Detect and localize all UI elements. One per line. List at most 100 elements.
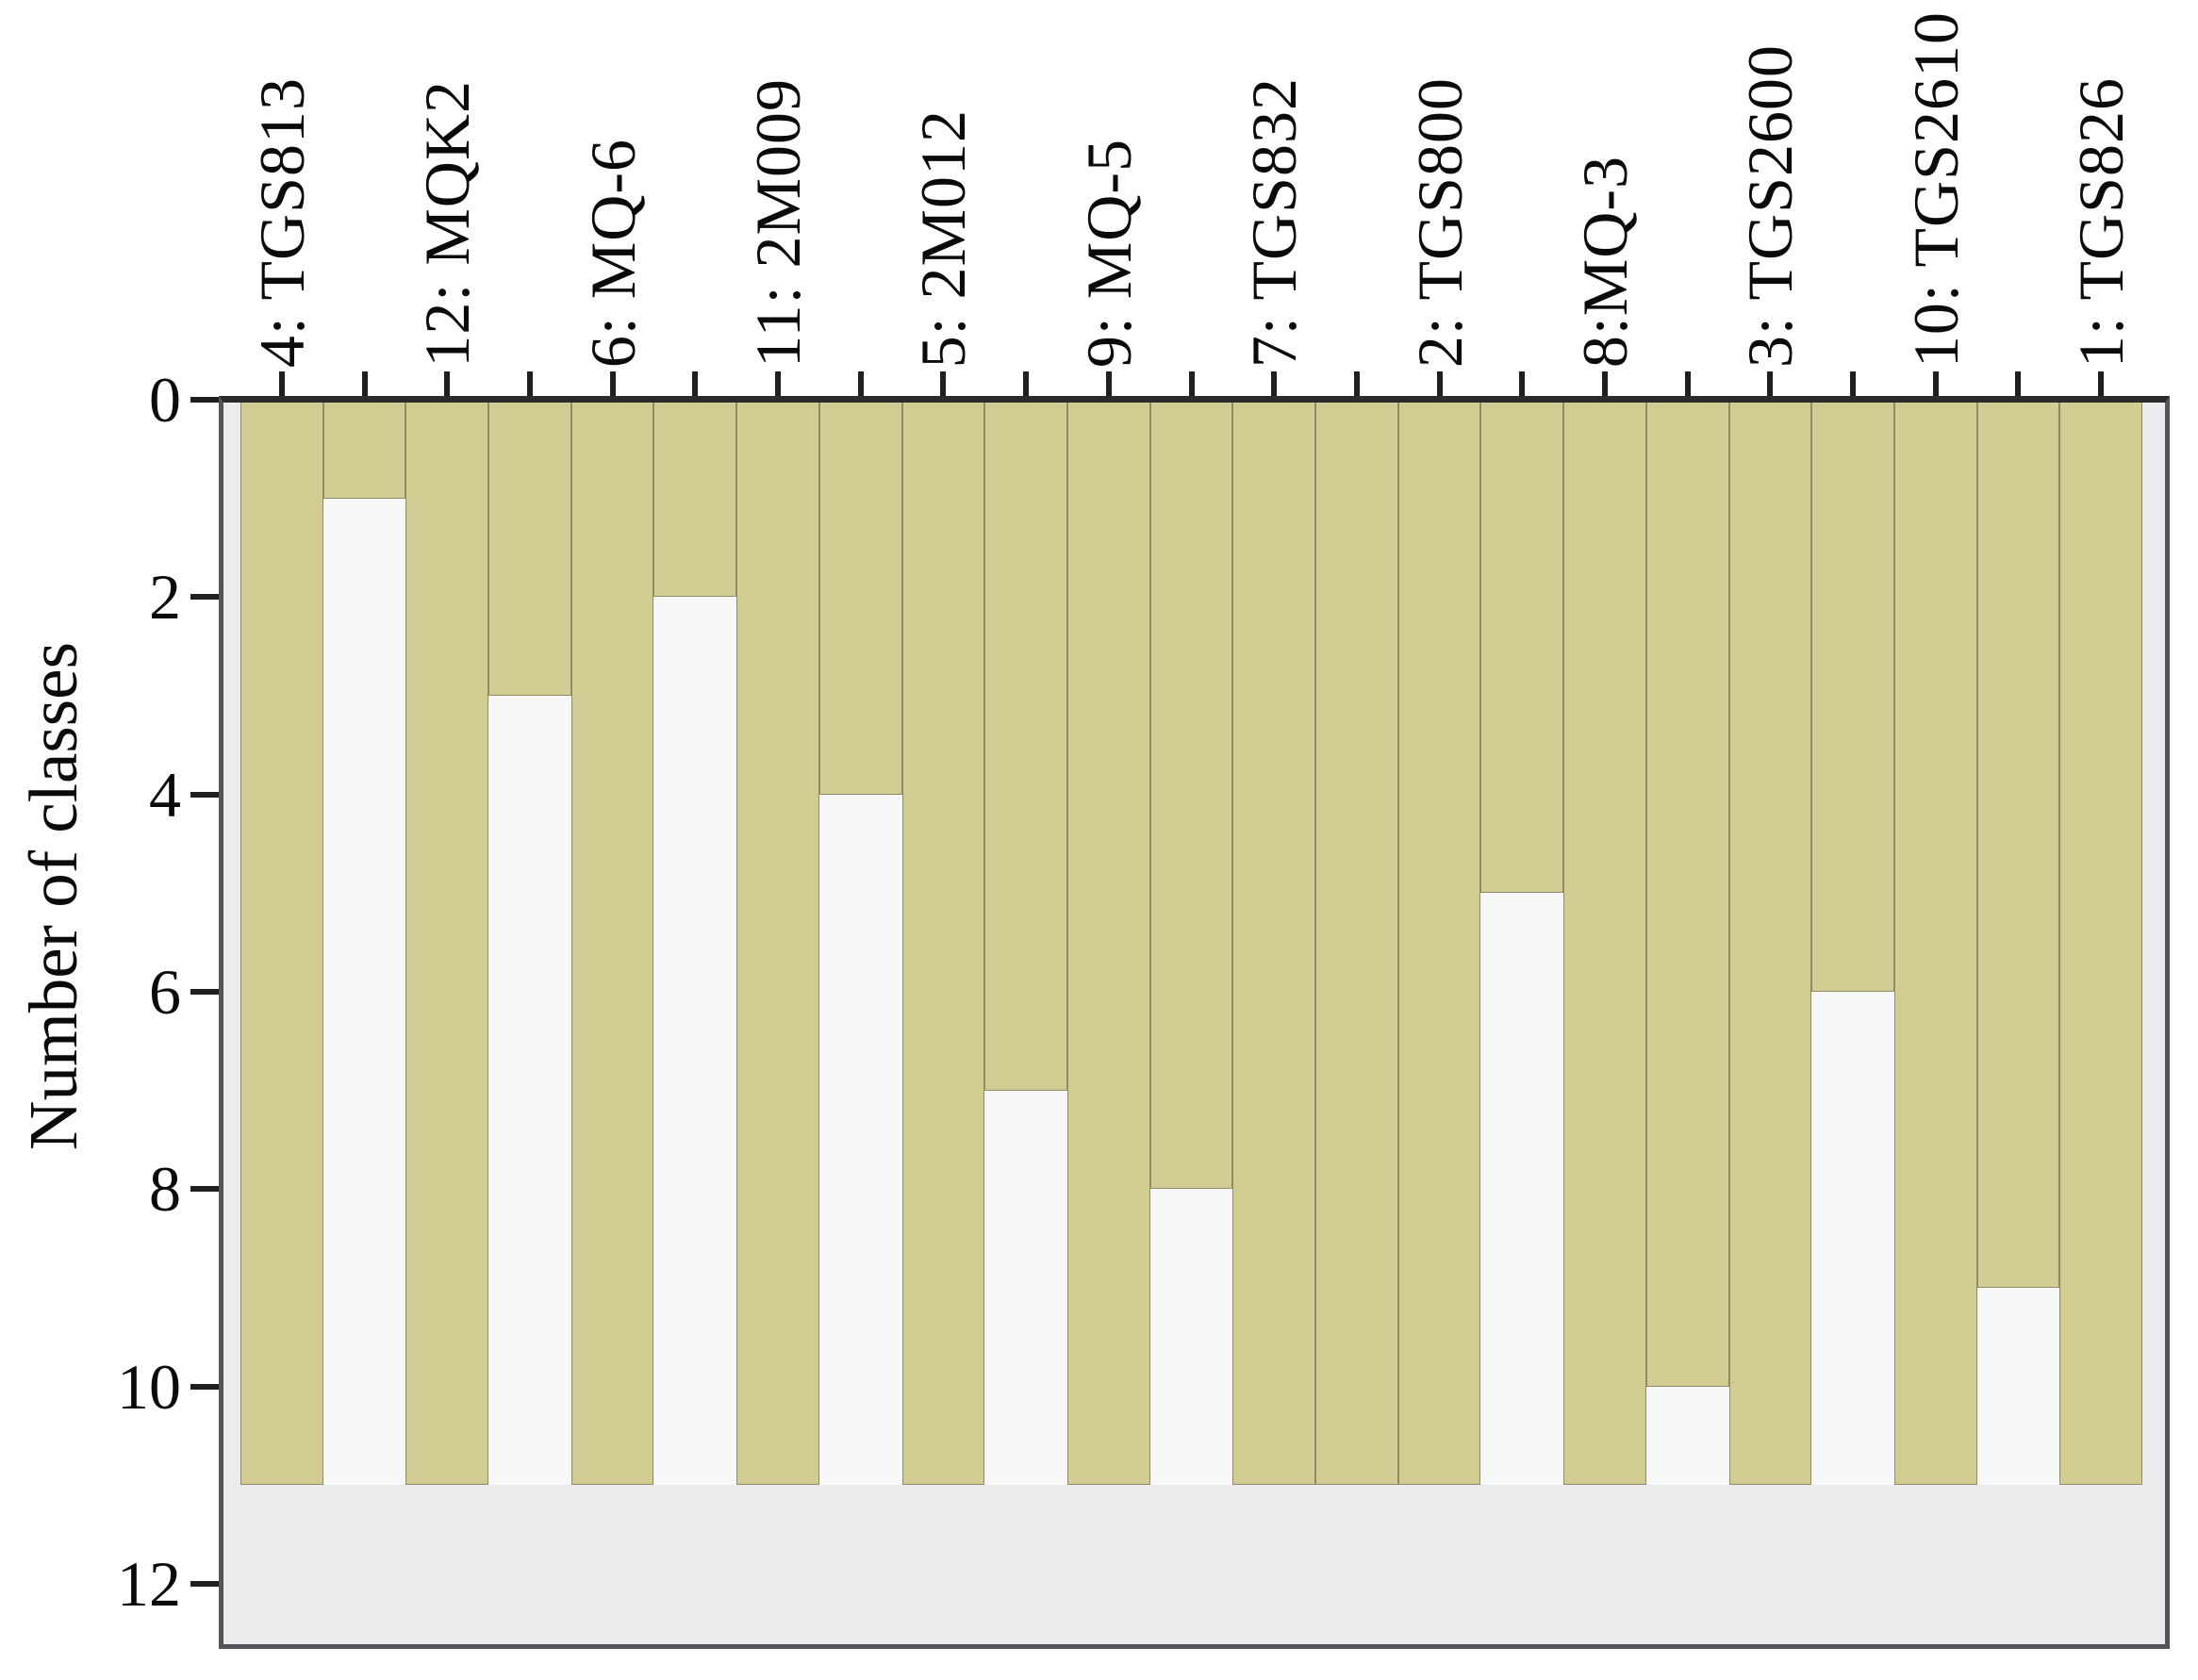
bar-slot: [736, 403, 819, 1644]
x-category-label: 2: TGS800: [1403, 76, 1476, 368]
bar-slot: [1232, 403, 1316, 1644]
x-tick: [1519, 371, 1526, 396]
bar-slot: [984, 403, 1067, 1644]
bar: [1480, 403, 1564, 894]
bar-slot: [1645, 403, 1729, 1644]
bar-slot: [1728, 403, 1812, 1644]
bar: [1645, 403, 1729, 1387]
x-tick: [278, 371, 285, 396]
bar: [736, 403, 819, 1486]
y-tick-label: 4: [149, 758, 181, 831]
bar-slot: [1893, 403, 1977, 1644]
bar-slot: [901, 403, 985, 1644]
bar-slot: [570, 403, 654, 1644]
x-tick: [1850, 371, 1857, 396]
y-tick-label: 10: [117, 1350, 181, 1423]
x-category-label: 7: TGS832: [1238, 76, 1311, 368]
bar: [653, 403, 737, 598]
x-category-label: 3: TGS2600: [1734, 43, 1807, 368]
x-tick: [1188, 371, 1195, 396]
x-tick: [1684, 371, 1691, 396]
x-tick: [444, 371, 451, 396]
x-tick: [361, 371, 368, 396]
bar-slot: [322, 403, 406, 1644]
y-tick: [190, 594, 219, 601]
y-tick-label: 6: [149, 956, 181, 1029]
bar-slot: [488, 403, 571, 1644]
y-tick-label: 0: [149, 364, 181, 436]
x-tick: [1023, 371, 1030, 396]
x-category-label: 6: MQ-6: [576, 138, 649, 368]
x-category-label: 8:MQ-3: [1568, 155, 1641, 368]
bars-region: [240, 403, 2142, 1644]
x-tick: [857, 371, 864, 396]
bar-slot: [240, 403, 323, 1644]
x-category-label: 9: MQ-5: [1072, 138, 1145, 368]
bar-slot: [653, 403, 737, 1644]
bar-slot: [1149, 403, 1233, 1644]
x-tick: [2098, 371, 2105, 396]
bar: [322, 403, 406, 499]
bar-slot: [1563, 403, 1646, 1644]
x-tick: [2015, 371, 2022, 396]
bar-slot: [405, 403, 489, 1644]
y-tick: [190, 989, 219, 996]
x-tick: [1601, 371, 1608, 396]
bar-slot: [1811, 403, 1894, 1644]
bar: [984, 403, 1067, 1091]
y-tick-label: 2: [149, 561, 181, 634]
bar: [1811, 403, 1894, 993]
bar-slot: [818, 403, 902, 1644]
x-tick: [1271, 371, 1278, 396]
y-tick: [190, 791, 219, 798]
x-tick: [1105, 371, 1112, 396]
x-category-label: 1: TGS826: [2065, 76, 2138, 368]
bar-slot: [1976, 403, 2060, 1644]
x-tick: [1436, 371, 1443, 396]
bar: [1893, 403, 1977, 1486]
x-category-label: 10: TGS2610: [1899, 10, 1972, 368]
y-tick-label: 12: [117, 1548, 181, 1621]
bar: [1315, 403, 1398, 1486]
bar: [488, 403, 571, 696]
x-tick: [940, 371, 947, 396]
y-axis-title: Number of classes: [15, 641, 91, 1150]
bar: [818, 403, 902, 795]
x-tick: [775, 371, 782, 396]
x-category-label: 4: TGS813: [245, 76, 318, 368]
bar: [1232, 403, 1316, 1486]
x-tick: [1932, 371, 1939, 396]
bar: [1149, 403, 1233, 1190]
x-category-label: 11: 2M009: [742, 78, 815, 368]
bar: [1728, 403, 1812, 1486]
y-tick: [190, 1383, 219, 1390]
y-tick-label: 8: [149, 1153, 181, 1226]
x-tick: [526, 371, 533, 396]
bar-slot: [1480, 403, 1564, 1644]
x-tick: [692, 371, 699, 396]
x-tick: [1353, 371, 1360, 396]
bar: [1066, 403, 1150, 1486]
x-category-label: 5: 2M012: [907, 108, 980, 368]
bar-slot: [2059, 403, 2142, 1644]
x-tick: [609, 371, 616, 396]
bar: [570, 403, 654, 1486]
bar-slot: [1397, 403, 1481, 1644]
bar: [1397, 403, 1481, 1486]
bar: [2059, 403, 2142, 1486]
bar-slot: [1066, 403, 1150, 1644]
bar: [240, 403, 323, 1486]
bar: [1976, 403, 2060, 1289]
plot-area: [219, 396, 2170, 1649]
bar: [901, 403, 985, 1486]
x-category-label: 12: MQK2: [411, 80, 484, 368]
y-tick: [190, 1581, 219, 1588]
y-tick: [190, 397, 219, 403]
bar-background-strip: [322, 403, 406, 1486]
bar: [405, 403, 489, 1486]
x-tick: [1767, 371, 1774, 396]
bar: [1563, 403, 1646, 1486]
bar-slot: [1315, 403, 1398, 1644]
y-tick: [190, 1186, 219, 1193]
